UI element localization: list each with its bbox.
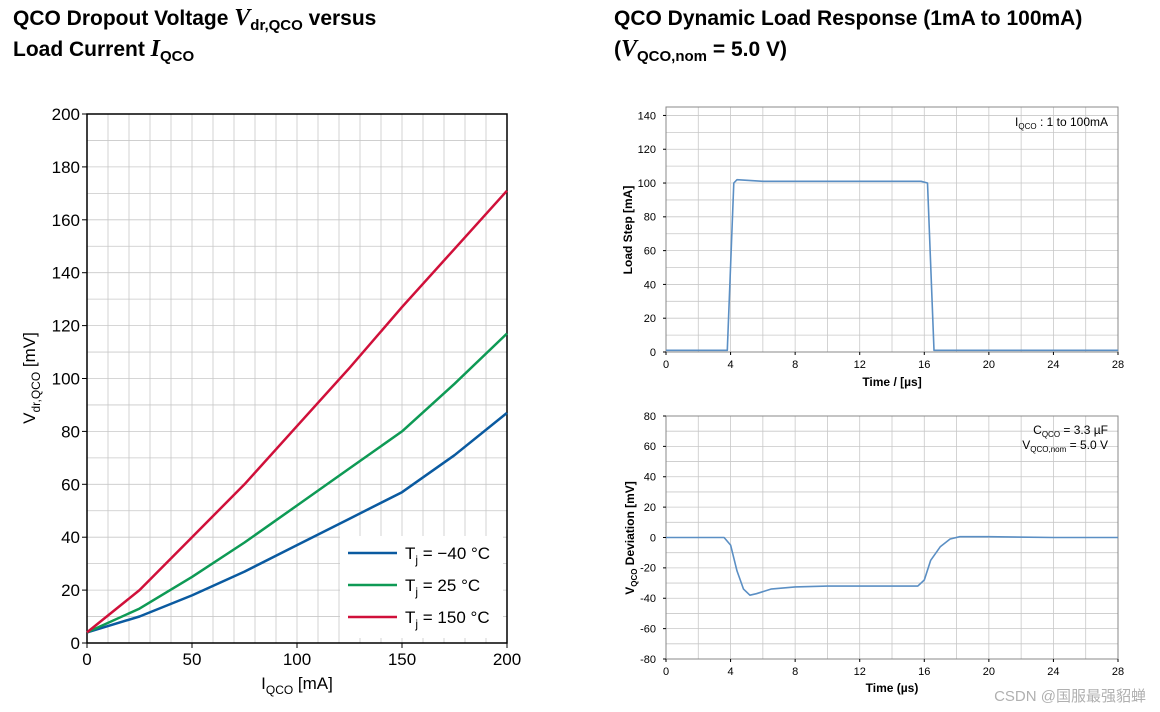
series-line [666,178,1118,352]
y-tick-label: 40 [644,279,656,291]
y-tick-label: 20 [61,581,80,600]
y-axis-label: VQCO Deviation [mV] [623,481,639,595]
y-tick-label: 80 [644,212,656,224]
y-tick-label: 140 [52,264,80,283]
annotation-0: CQCO = 3.3 µF [1033,423,1108,439]
y-tick-label: 40 [644,472,656,484]
annotation-iqco: IQCO : 1 to 100mA [1015,115,1108,131]
grid-lines [665,415,1119,660]
y-axis-label: Vdr,QCO [mV] [20,332,43,424]
x-tick-label: 16 [918,359,930,371]
y-tick-label: 20 [644,313,656,325]
y-tick-label: 200 [52,105,80,124]
x-tick-label: 16 [918,666,930,678]
right-chart-title: QCO Dynamic Load Response (1mA to 100mA)… [614,3,1082,65]
x-tick-label: 8 [792,359,798,371]
series-line [86,189,508,634]
y-tick-label: 120 [638,144,656,156]
load-step-chart: 0 4 8 12 16 20 24 28 0 20 40 60 80 100 120 140 Time / [µ… [621,106,1124,389]
plot-frame [665,106,1119,353]
x-tick-label: 12 [854,359,866,371]
y-tick-label: 0 [71,634,80,653]
watermark: CSDN @国服最强貂蝉 [994,688,1146,705]
y-tick-label: 60 [644,441,656,453]
x-tick-label: 24 [1047,359,1059,371]
right-title-line2: (VQCO,nom = 5.0 V) [614,36,787,65]
dropout-voltage-chart: 0 50 100 150 200 0 20 40 60 80 100 120 140 160 180 200 I… [20,105,521,697]
legend-label: Tj = −40 °C [405,544,490,567]
legend-label: Tj = 150 °C [405,608,490,631]
grid-lines [665,107,1119,353]
y-tick-label: 80 [644,411,656,423]
series-line [86,332,508,634]
y-tick-label: 40 [61,528,80,547]
series-line [666,535,1118,597]
y-axis-label: Load Step [mA] [621,186,635,275]
x-tick-label: 0 [663,666,669,678]
x-axis-label: Time (µs) [866,681,919,695]
y-tick-label: 0 [650,532,656,544]
legend: Tj = −40 °C Tj = 25 °C Tj = 150 °C [340,536,503,638]
x-tick-label: 8 [792,666,798,678]
x-tick-label: 20 [983,359,995,371]
y-tick-label: 100 [638,178,656,190]
annotation-1: VQCO,nom = 5.0 V [1022,438,1108,454]
y-tick-label: -40 [640,593,656,605]
x-tick-label: 150 [388,650,416,669]
x-tick-label: 20 [983,666,995,678]
y-tick-label: 120 [52,317,80,336]
y-tick-label: 100 [52,369,80,388]
left-title-line2: Load Current IQCO [13,36,195,65]
y-tick-label: 60 [61,475,80,494]
x-tick-label: 28 [1112,359,1124,371]
x-tick-label: 4 [728,666,734,678]
y-tick-label: -60 [640,623,656,635]
y-tick-label: 80 [61,422,80,441]
x-tick-label: 4 [728,359,734,371]
x-tick-label: 200 [493,650,521,669]
left-chart-title: QCO Dropout Voltage Vdr,QCO versus Load … [13,3,376,65]
x-tick-label: 24 [1047,666,1059,678]
y-tick-label: 140 [638,110,656,122]
y-tick-label: 60 [644,245,656,257]
series-line [86,411,508,634]
left-title-line1: QCO Dropout Voltage Vdr,QCO versus [13,5,377,34]
x-tick-label: 28 [1112,666,1124,678]
x-tick-label: 0 [663,359,669,371]
x-tick-label: 50 [183,650,202,669]
legend-label: Tj = 25 °C [405,576,480,599]
x-axis-label: IQCO [mA] [261,674,333,697]
voltage-deviation-chart: 0 4 8 12 16 20 24 28 -80 -60 -40 -20 0 20 40 60 80 Time (… [623,411,1124,695]
y-tick-label: 160 [52,211,80,230]
y-tick-label: 0 [650,347,656,359]
x-axis-label: Time / [µs] [862,375,921,389]
y-tick-label: -80 [640,654,656,666]
right-title-line1: QCO Dynamic Load Response (1mA to 100mA) [614,7,1083,30]
y-tick-label: -20 [640,563,656,575]
x-tick-label: 100 [283,650,311,669]
y-tick-label: 180 [52,158,80,177]
x-tick-label: 0 [82,650,91,669]
x-tick-label: 12 [854,666,866,678]
y-tick-label: 20 [644,502,656,514]
